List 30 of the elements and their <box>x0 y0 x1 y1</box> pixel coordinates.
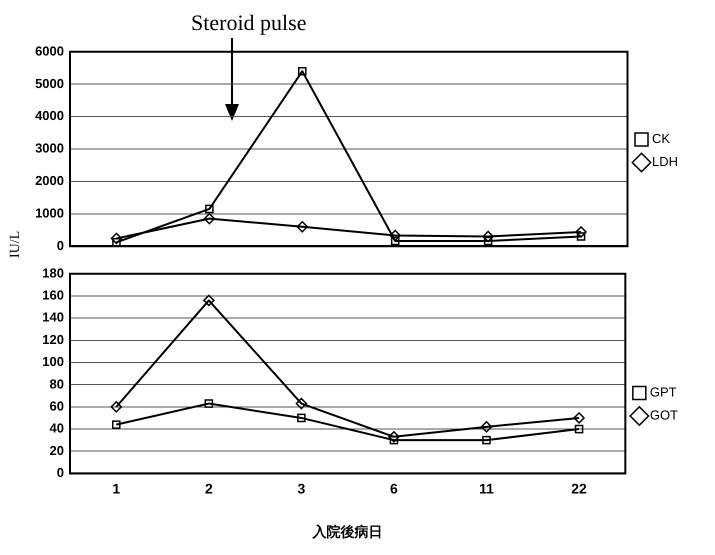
y-tick-label: 20 <box>50 442 64 458</box>
x-tick-label: 6 <box>390 480 398 497</box>
y-tick-label: 0 <box>56 464 64 480</box>
legend-label: GPT <box>650 384 677 400</box>
legend-label: GOT <box>650 408 678 423</box>
y-tick-label: 120 <box>42 332 64 347</box>
text: Steroid pulse <box>191 10 306 36</box>
y-tick-label: 40 <box>50 420 64 436</box>
legend-label: CK <box>652 131 670 146</box>
y-tick-label: 2000 <box>35 172 64 188</box>
y-axis-title: IU/L <box>8 230 23 258</box>
y-tick-label: 160 <box>42 288 64 303</box>
y-tick-label: 4000 <box>35 108 64 124</box>
y-tick-label: 0 <box>56 238 64 253</box>
y-tick-label: 1000 <box>35 205 64 220</box>
x-tick-label: 3 <box>297 480 306 497</box>
x-tick-label: 2 <box>204 480 213 497</box>
y-tick-label: 80 <box>50 376 64 392</box>
y-tick-label: 180 <box>42 265 64 280</box>
y-tick-label: 6000 <box>35 43 64 58</box>
x-tick-label: 22 <box>571 480 588 497</box>
x-axis-title: 入院後病日 <box>312 523 383 540</box>
y-tick-label: 140 <box>42 310 64 325</box>
x-tick-label: 1 <box>112 480 120 497</box>
y-tick-label: 60 <box>50 398 64 414</box>
x-tick-label: 11 <box>479 480 494 497</box>
y-tick-label: 5000 <box>35 76 64 91</box>
legend-label: LDH <box>652 154 678 170</box>
y-tick-label: 100 <box>42 354 64 370</box>
y-tick-label: 3000 <box>35 140 64 156</box>
